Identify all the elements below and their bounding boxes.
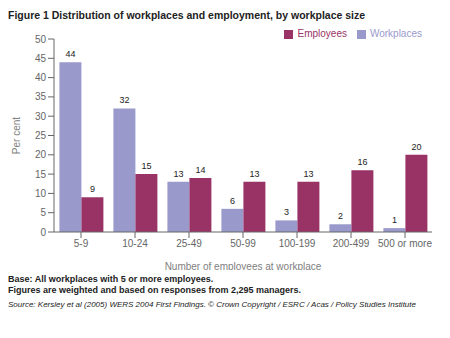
svg-text:500 or more: 500 or more <box>378 238 432 249</box>
svg-text:25: 25 <box>35 130 47 141</box>
svg-text:200-499: 200-499 <box>333 238 370 249</box>
svg-text:3: 3 <box>284 207 289 217</box>
svg-text:10: 10 <box>35 188 47 199</box>
svg-text:30: 30 <box>35 111 47 122</box>
svg-text:0: 0 <box>40 227 46 238</box>
svg-text:20: 20 <box>411 142 421 152</box>
svg-text:1: 1 <box>392 215 397 225</box>
svg-text:50-99: 50-99 <box>230 238 256 249</box>
svg-text:35: 35 <box>35 91 47 102</box>
svg-text:25-49: 25-49 <box>176 238 202 249</box>
html-text:Figures are weighted and based: Figures are weighted and based on respon… <box>8 285 302 295</box>
svg-text:2: 2 <box>338 211 343 221</box>
svg-text:14: 14 <box>195 165 205 175</box>
svg-text:16: 16 <box>357 157 367 167</box>
html-text:Figure 1 Distribution of workp: Figure 1 Distribution of workplaces and … <box>8 9 366 21</box>
svg-text:Number of employees at workpla: Number of employees at workplace <box>165 261 322 270</box>
svg-text:40: 40 <box>35 72 47 83</box>
svg-text:15: 15 <box>141 161 151 171</box>
html-text:Source: Kersley et al (2005) W: Source: Kersley et al (2005) WERS 2004 F… <box>8 300 416 309</box>
svg-text:32: 32 <box>119 95 129 105</box>
svg-text:45: 45 <box>35 53 47 64</box>
html-text:Base: All workplaces with 5 or: Base: All workplaces with 5 or more empl… <box>8 274 214 284</box>
svg-text:20: 20 <box>35 149 47 160</box>
svg-text:6: 6 <box>230 196 235 206</box>
svg-text:15: 15 <box>35 169 47 180</box>
html-text:Employees: Employees <box>297 28 347 39</box>
svg-text:100-199: 100-199 <box>279 238 316 249</box>
svg-text:50: 50 <box>35 34 47 45</box>
html-text:Workplaces: Workplaces <box>369 28 422 39</box>
svg-text:9: 9 <box>90 184 95 194</box>
svg-text:44: 44 <box>65 49 75 59</box>
svg-text:5: 5 <box>40 207 46 218</box>
svg-text:13: 13 <box>249 169 259 179</box>
svg-text:5-9: 5-9 <box>74 238 89 249</box>
svg-text:Per cent: Per cent <box>11 117 22 154</box>
svg-text:13: 13 <box>303 169 313 179</box>
svg-text:13: 13 <box>173 169 183 179</box>
svg-text:10-24: 10-24 <box>122 238 148 249</box>
